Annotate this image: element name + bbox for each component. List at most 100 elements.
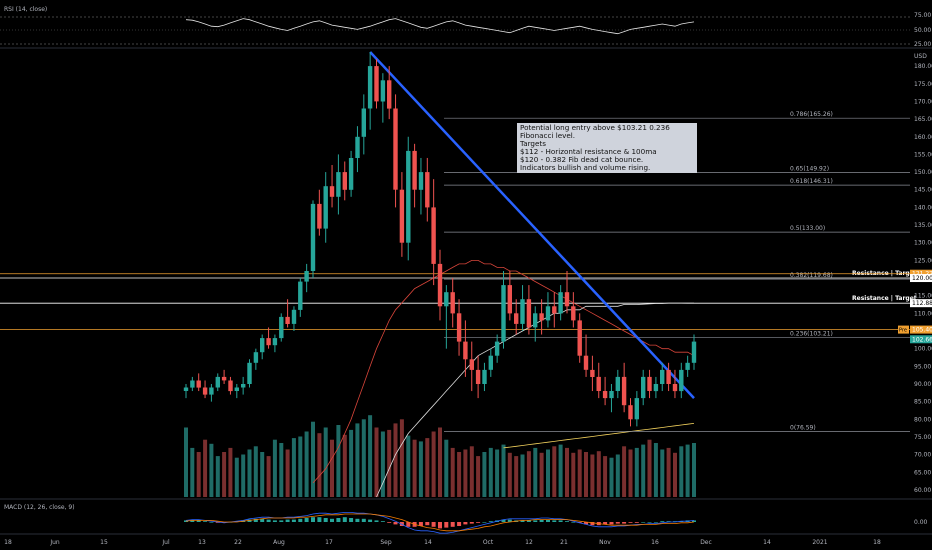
volume-bar (444, 439, 449, 497)
volume-bar (361, 419, 366, 497)
volume-bar (533, 447, 538, 497)
time-axis[interactable]: 18 Jun 15 Jul 13 22 Aug 17 Sep 14 Oct 12 21 Nov 16 Dec 1… (4, 539, 881, 546)
fib-level-label: 0.5(133.00) (790, 225, 825, 232)
macd-label: MACD (12, 26, close, 9) (4, 504, 75, 511)
candle-body (260, 338, 265, 353)
volume-bar (260, 452, 265, 497)
fib-level-label: 0(76.59) (790, 424, 816, 431)
candle-body (615, 376, 620, 391)
macd-hist-bar (380, 521, 385, 522)
candle-body (361, 108, 366, 137)
macd-hist-bar (330, 518, 334, 522)
macd-hist-bar (196, 520, 201, 522)
macd-hist-bar (603, 522, 608, 525)
candle-body (329, 186, 335, 197)
price-tick-label: 65.00 (914, 469, 931, 476)
candle-body (266, 338, 271, 346)
rsi-tick-75: 75.00 (914, 12, 931, 19)
price-tick-label: 145.00 (914, 187, 932, 194)
time-tick-label: 2021 (812, 539, 827, 546)
time-tick-label: 22 (234, 539, 242, 546)
candle-body (450, 292, 455, 314)
fib-level-label: 0.65(149.92) (790, 165, 829, 172)
volume-bar (565, 447, 569, 497)
price-tick-label: 95.00 (914, 363, 931, 370)
volume-bar (374, 427, 379, 497)
candle-body (634, 398, 639, 420)
candle-body (647, 376, 652, 391)
candle-body (590, 369, 595, 377)
price-badge-label: 120.00 (912, 275, 932, 282)
volume-bar (406, 435, 411, 497)
rsi-tick-25: 25.00 (914, 41, 931, 48)
volume-bar (209, 443, 214, 497)
candle-body (380, 80, 386, 102)
volume-bar (520, 454, 525, 497)
macd-hist-bar (457, 522, 462, 526)
macd-hist-bar (584, 522, 588, 525)
volume-bar (590, 454, 595, 497)
volume-bar (609, 457, 614, 497)
price-tick-label: 180.00 (914, 63, 932, 70)
downtrend-line[interactable] (369, 51, 695, 399)
volume-bar (311, 421, 315, 497)
candle-body (399, 189, 405, 243)
macd-hist-bar (298, 518, 303, 522)
volume-bar (368, 415, 373, 497)
candle-body (215, 376, 220, 388)
candle-body (234, 387, 239, 391)
volume-bar (330, 439, 334, 497)
price-tick-label: 135.00 (914, 222, 932, 229)
volume-bar (685, 444, 690, 497)
macd-hist-bar (431, 522, 436, 527)
volume-bar (431, 431, 436, 497)
moving-average-red (312, 260, 695, 484)
rsi-line (185, 18, 695, 35)
candle-body (609, 391, 614, 399)
macd-line (185, 512, 695, 534)
analysis-note[interactable]: Potential long entry above $103.21 0.236… (517, 123, 697, 173)
macd-hist-bar (692, 520, 696, 522)
time-tick-label: 17 (325, 539, 333, 546)
volume-bar (291, 438, 296, 497)
volume-bar (514, 456, 519, 497)
candle-body (456, 313, 462, 342)
macd-hist-bar (285, 519, 290, 522)
candle-body (183, 387, 189, 391)
volume-bar (380, 431, 385, 497)
volume-bar (349, 429, 354, 497)
candle-body (514, 313, 519, 324)
volume-bar (488, 447, 493, 497)
candle-body (621, 376, 627, 406)
volume-bar (558, 444, 563, 497)
macd-hist-bar (438, 522, 442, 529)
macd-hist-bar (291, 519, 296, 522)
candle-body (641, 376, 646, 399)
macd-hist-bar (520, 520, 525, 522)
macd-hist-bar (609, 522, 614, 525)
volume-bar (253, 446, 258, 497)
candle-body (507, 285, 512, 314)
price-axis[interactable]: 180.00 175.00 170.00 165.00 160.00 155.00 150.… (898, 63, 932, 494)
volume-bar (692, 443, 696, 497)
volume-bar (647, 439, 652, 497)
macd-hist-bar (355, 518, 360, 522)
rsi-label: RSI (14, close) (4, 6, 47, 13)
macd-hist-bar (622, 522, 627, 524)
candle-body (602, 391, 608, 399)
price-tick-label: 170.00 (914, 98, 932, 105)
macd-hist-bar (406, 522, 411, 527)
volume-bar (342, 434, 347, 497)
price-tick-label: 90.00 (914, 381, 931, 388)
price-badge (910, 325, 932, 334)
macd-tick-zero: 0.00 (914, 519, 928, 526)
volume-bar (279, 443, 284, 497)
price-badge (910, 274, 932, 283)
macd-hist-bar (615, 522, 620, 524)
volume-bar (298, 436, 303, 497)
candle-body (374, 66, 379, 102)
macd-hist-bar (526, 520, 531, 522)
price-tick-label: 110.00 (914, 310, 932, 317)
macd-hist-bar (634, 522, 639, 523)
